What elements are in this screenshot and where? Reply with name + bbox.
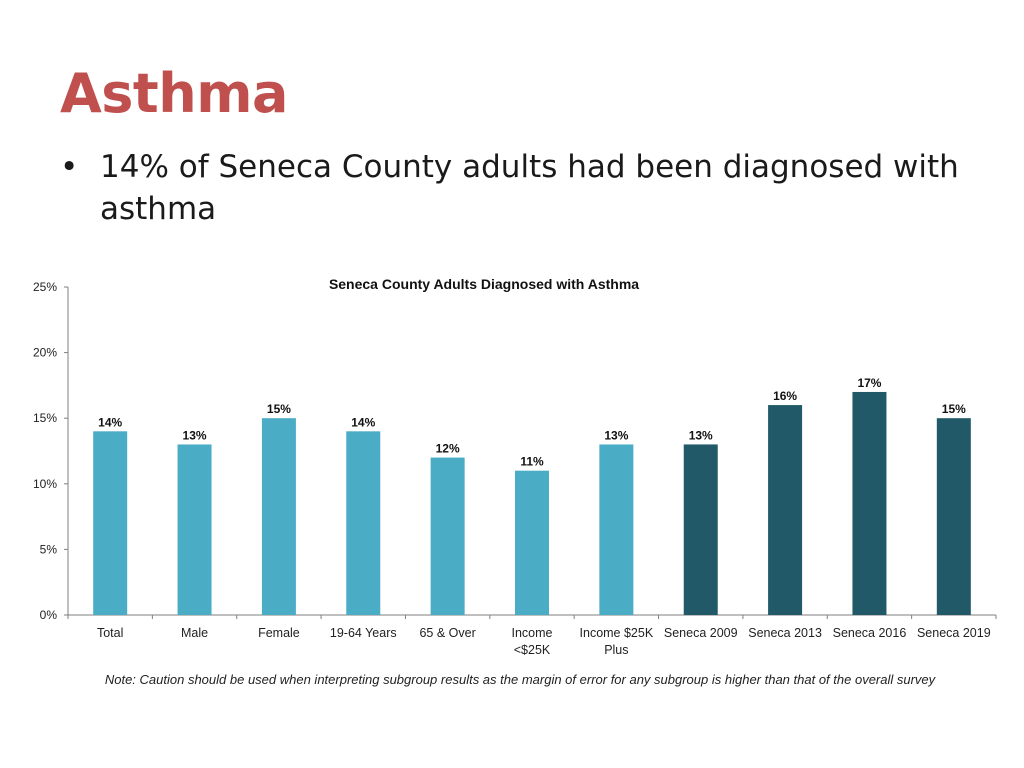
bar — [683, 444, 718, 615]
bar — [768, 405, 803, 615]
data-label: 11% — [520, 455, 544, 469]
y-tick-label: 10% — [33, 477, 57, 491]
y-tick-label: 5% — [40, 542, 58, 556]
slide-title: Asthma — [60, 62, 288, 125]
data-label: 17% — [857, 376, 881, 390]
bar — [852, 391, 887, 615]
x-tick-label: Plus — [604, 643, 628, 657]
x-tick-label: Seneca 2016 — [833, 626, 907, 640]
y-tick-label: 20% — [33, 346, 57, 360]
bar — [93, 431, 128, 615]
data-label: 13% — [604, 428, 628, 442]
x-tick-label: Seneca 2019 — [917, 626, 991, 640]
bar — [599, 444, 634, 615]
data-label: 13% — [689, 428, 713, 442]
data-label: 16% — [773, 389, 797, 403]
chart-title: Seneca County Adults Diagnosed with Asth… — [329, 276, 639, 292]
x-tick-label: Seneca 2013 — [748, 626, 822, 640]
bar — [515, 470, 549, 615]
x-tick-label: Income $25K — [580, 626, 654, 640]
x-tick-label: Male — [181, 626, 208, 640]
x-tick-label: Total — [97, 626, 123, 640]
data-label: 15% — [942, 402, 966, 416]
y-tick-label: 0% — [40, 608, 58, 622]
chart-note: Note: Caution should be used when interp… — [104, 672, 936, 687]
data-label: 14% — [351, 415, 375, 429]
bar — [346, 431, 381, 615]
bar — [261, 418, 296, 615]
x-tick-label: 65 & Over — [419, 626, 475, 640]
bar-chart: Seneca County Adults Diagnosed with Asth… — [33, 276, 997, 657]
data-label: 14% — [98, 415, 122, 429]
x-tick-label: <$25K — [514, 643, 551, 657]
data-label: 13% — [183, 428, 207, 442]
bullet-item: • 14% of Seneca County adults had been d… — [60, 146, 960, 230]
bullet-text: 14% of Seneca County adults had been dia… — [100, 149, 959, 227]
x-tick-label: Female — [258, 626, 300, 640]
data-label: 15% — [267, 402, 291, 416]
x-tick-label: 19-64 Years — [330, 626, 397, 640]
bullet-list: • 14% of Seneca County adults had been d… — [60, 146, 960, 230]
data-label: 12% — [436, 442, 460, 456]
bar — [177, 444, 212, 615]
chart-container: Seneca County Adults Diagnosed with Asth… — [0, 260, 1024, 660]
bar — [936, 418, 971, 615]
x-tick-label: Income — [512, 626, 553, 640]
y-tick-label: 15% — [33, 411, 57, 425]
bar — [430, 457, 465, 615]
x-tick-label: Seneca 2009 — [664, 626, 738, 640]
bullet-icon: • — [60, 149, 79, 185]
y-tick-label: 25% — [33, 280, 57, 294]
